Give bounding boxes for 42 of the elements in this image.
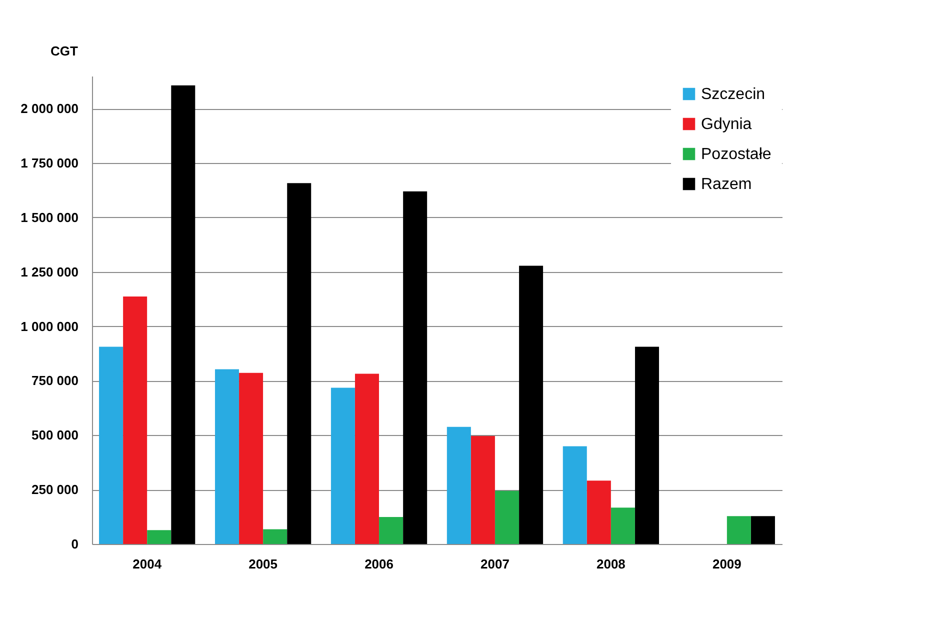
legend-label: Szczecin — [701, 86, 766, 103]
bar — [495, 490, 520, 544]
bar — [354, 374, 379, 544]
bar — [586, 480, 611, 544]
y-tick-label: 500 000 — [32, 428, 78, 443]
y-tick-label: 0 — [71, 536, 78, 552]
x-tick-label: 2008 — [596, 556, 626, 572]
bar — [726, 516, 751, 544]
x-tick-label: 2007 — [480, 556, 510, 572]
bar — [403, 191, 428, 544]
y-tick-label: 1 000 000 — [20, 318, 78, 334]
y-tick-label: 1 500 000 — [20, 210, 78, 225]
bar — [147, 530, 172, 544]
legend-label: Razem — [701, 176, 752, 193]
y-tick-label: 1 250 000 — [20, 264, 78, 280]
bar — [99, 346, 124, 544]
bar — [330, 388, 355, 544]
bar — [519, 266, 544, 544]
bar — [171, 85, 196, 544]
bar — [750, 516, 775, 544]
bar — [263, 529, 288, 544]
bar — [446, 426, 471, 544]
bar — [287, 183, 312, 544]
x-tick-label: 2004 — [132, 556, 162, 572]
bar — [214, 369, 239, 544]
y-tick-label: 1 750 000 — [20, 156, 78, 171]
bar — [470, 436, 495, 544]
bar — [610, 508, 635, 544]
bar — [239, 372, 264, 544]
legend-label: Pozostałe — [701, 146, 772, 163]
y-tick-label: 750 000 — [32, 373, 78, 388]
y-axis-title: CGT — [50, 44, 78, 58]
y-tick-label: 2 000 000 — [20, 101, 78, 116]
x-tick-label: 2006 — [364, 556, 394, 572]
bar — [562, 446, 587, 544]
bar — [123, 296, 148, 544]
bar — [379, 517, 404, 544]
legend-label: Gdynia — [701, 116, 752, 133]
x-tick-label: 2005 — [248, 556, 278, 572]
y-tick-label: 250 000 — [32, 482, 78, 498]
bar — [635, 346, 660, 544]
x-tick-label: 2009 — [712, 556, 742, 572]
